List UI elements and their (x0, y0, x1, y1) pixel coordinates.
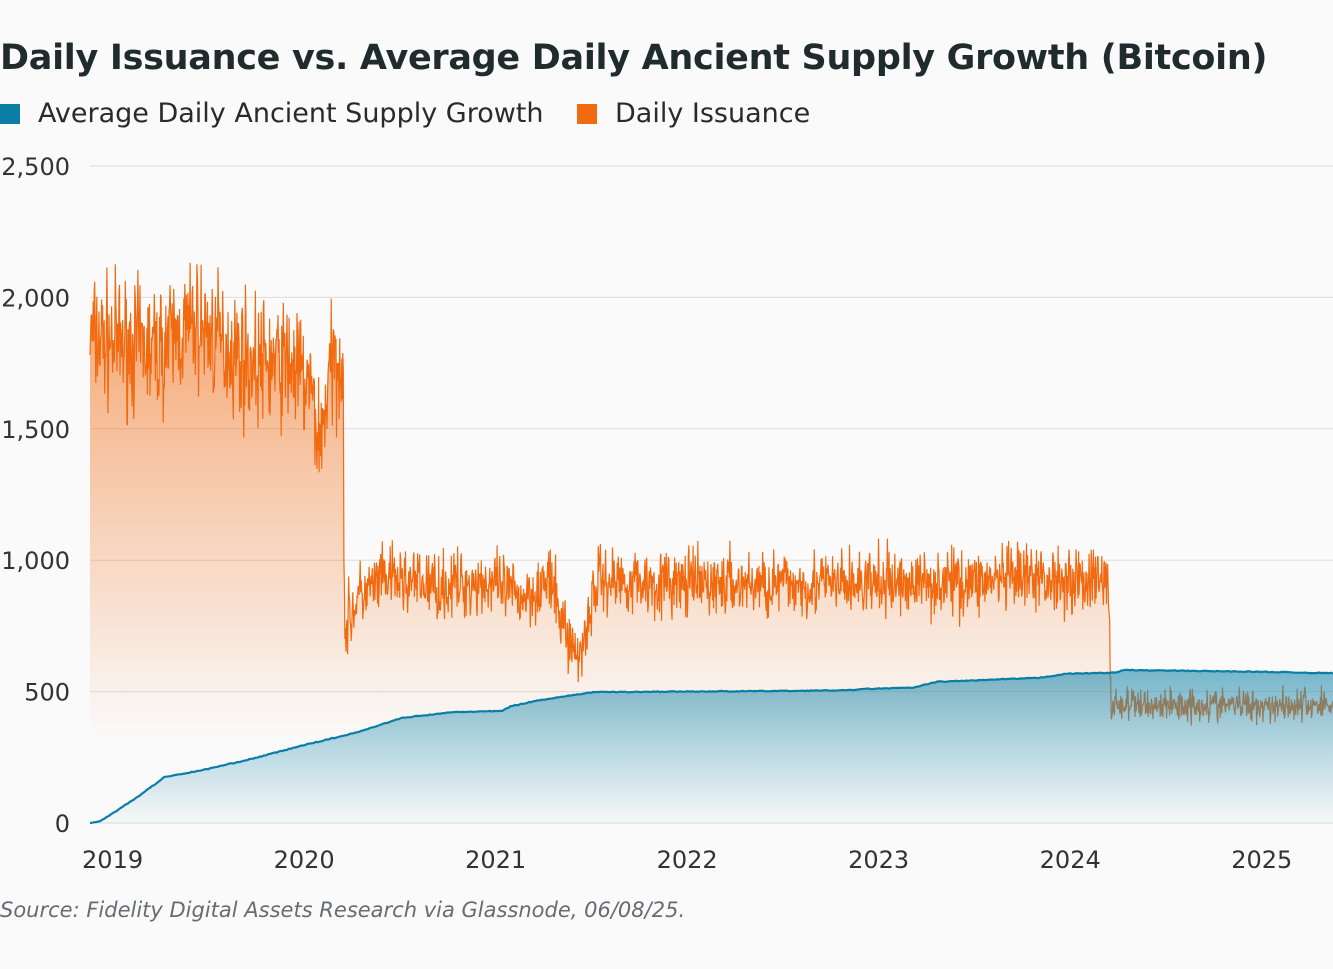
x-tick-label: 2020 (274, 846, 335, 874)
legend-label-ancient-supply: Average Daily Ancient Supply Growth (38, 98, 544, 129)
y-tick-label: 1,000 (1, 547, 70, 575)
source-note: Source: Fidelity Digital Assets Research… (0, 898, 686, 922)
x-tick-label: 2019 (82, 846, 143, 874)
y-tick-label: 0 (55, 810, 70, 838)
legend-item-daily-issuance: Daily Issuance (577, 98, 810, 129)
x-tick-label: 2024 (1040, 846, 1101, 874)
legend-item-ancient-supply: Average Daily Ancient Supply Growth (0, 98, 544, 129)
x-tick-label: 2023 (848, 846, 909, 874)
x-tick-label: 2021 (465, 846, 526, 874)
y-tick-label: 500 (24, 679, 70, 707)
chart-title: Daily Issuance vs. Average Daily Ancient… (0, 38, 1268, 78)
y-tick-label: 2,000 (1, 284, 70, 312)
legend-swatch-daily-issuance (577, 103, 597, 124)
x-tick-label: 2025 (1231, 846, 1292, 874)
y-tick-label: 1,500 (1, 416, 70, 444)
ancient-supply-area (90, 669, 1333, 824)
y-tick-label: 2,500 (1, 153, 70, 181)
x-tick-label: 2022 (657, 846, 718, 874)
ancient-supply-line (89, 668, 1333, 825)
legend-swatch-ancient-supply (0, 103, 20, 124)
legend-label-daily-issuance: Daily Issuance (615, 98, 811, 129)
